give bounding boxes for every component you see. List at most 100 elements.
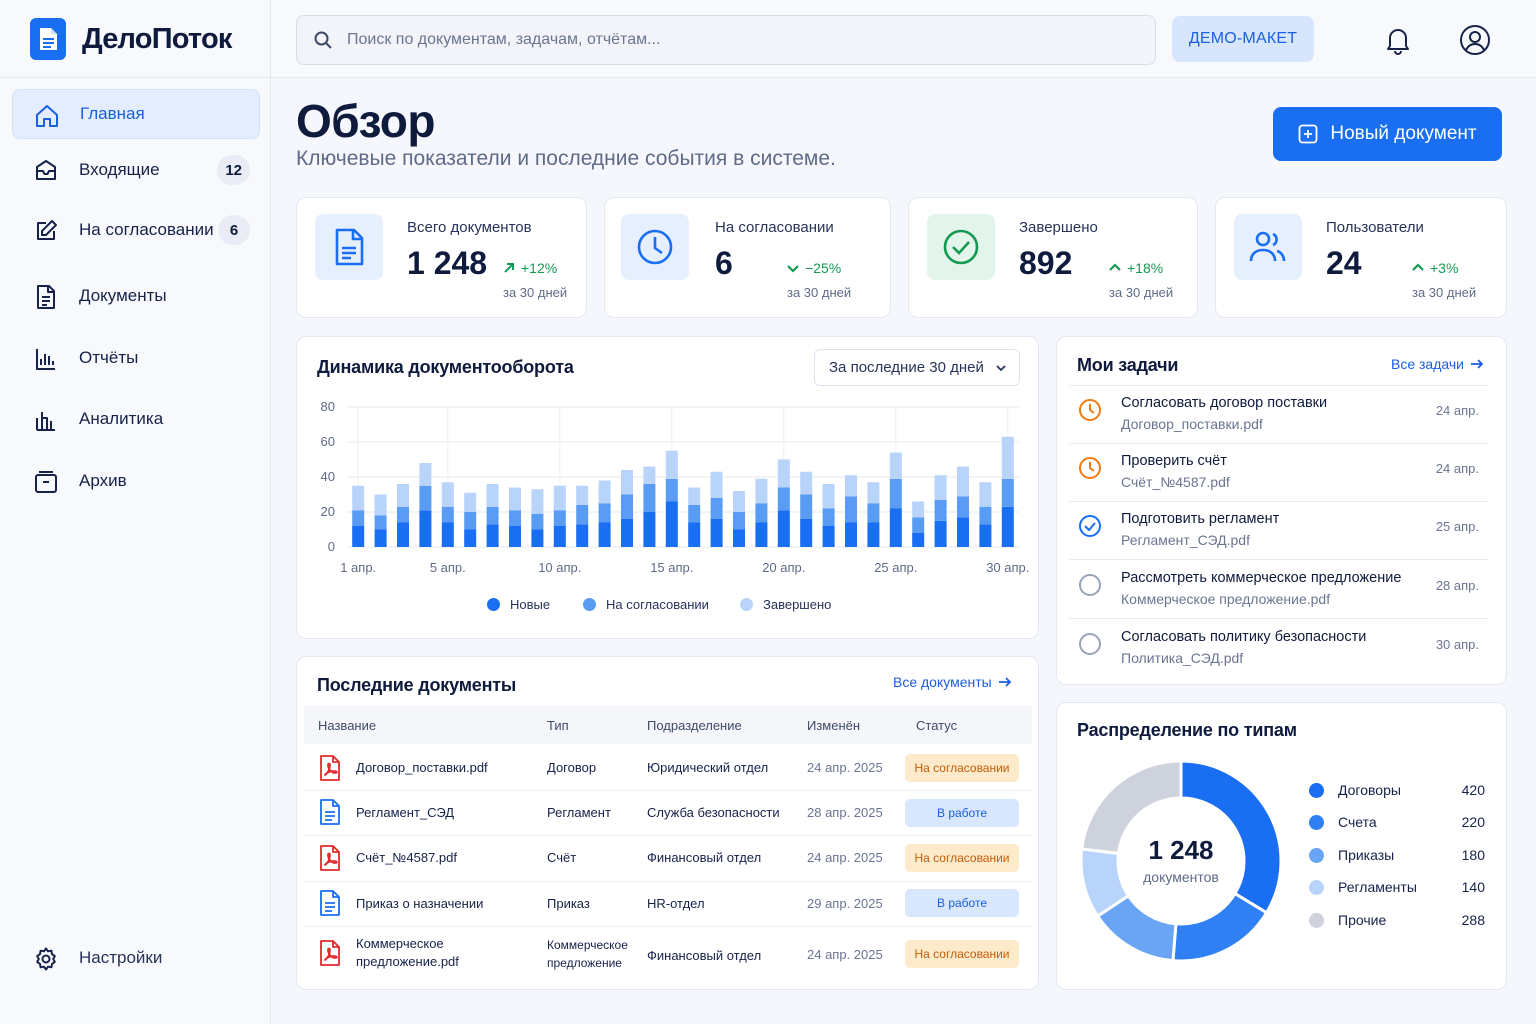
bar-segment-done[interactable] (576, 485, 589, 505)
table-row[interactable]: Коммерческое предложение.pdf Коммерческо… (304, 927, 1032, 987)
stat-card-users[interactable]: Пользователи 24 +3% за 30 дней (1215, 197, 1507, 318)
doc-name[interactable]: Счёт_№4587.pdf (356, 850, 457, 865)
task-file[interactable]: Политика_СЭД.pdf (1121, 650, 1244, 666)
donut-slice[interactable] (1171, 891, 1269, 963)
column-header-type[interactable]: Тип (547, 718, 569, 733)
bar-segment-done[interactable] (912, 501, 925, 518)
table-row[interactable]: Регламент_СЭД Регламент Служба безопасно… (304, 791, 1032, 835)
bar-segment-new[interactable] (755, 522, 768, 548)
bar-segment-approval[interactable] (397, 506, 409, 523)
bar-segment-approval[interactable] (665, 478, 678, 502)
bar-segment-done[interactable] (643, 466, 656, 485)
task-item[interactable]: Согласовать политику безопасности Полити… (1069, 621, 1489, 679)
task-file[interactable]: Коммерческое предложение.pdf (1121, 591, 1331, 607)
bar-segment-new[interactable] (397, 522, 409, 548)
doc-name[interactable]: Договор_поставки.pdf (356, 760, 488, 775)
column-header-name[interactable]: Название (318, 718, 377, 733)
bar-segment-done[interactable] (710, 471, 723, 498)
bar-segment-approval[interactable] (1001, 478, 1014, 507)
bar-segment-new[interactable] (419, 510, 432, 547)
bar-segment-approval[interactable] (845, 496, 857, 523)
bar-segment-approval[interactable] (912, 517, 925, 533)
sidebar-item-settings[interactable]: Настройки (12, 933, 260, 983)
bar-segment-done[interactable] (665, 450, 678, 479)
bar-segment-done[interactable] (889, 452, 902, 479)
bar-segment-done[interactable] (733, 491, 745, 512)
bar-segment-done[interactable] (621, 470, 633, 495)
bar-segment-new[interactable] (553, 526, 566, 547)
bar-segment-approval[interactable] (755, 503, 768, 523)
bar-segment-done[interactable] (352, 485, 365, 511)
bar-segment-done[interactable] (777, 459, 790, 488)
bar-segment-new[interactable] (352, 526, 365, 547)
bar-segment-approval[interactable] (777, 487, 790, 511)
bar-segment-new[interactable] (665, 501, 678, 548)
task-file[interactable]: Договор_поставки.pdf (1121, 416, 1263, 432)
bar-segment-new[interactable] (598, 522, 611, 548)
search-input[interactable] (347, 31, 1107, 49)
bell-icon[interactable] (1382, 24, 1414, 56)
bar-segment-done[interactable] (822, 484, 835, 509)
bar-segment-done[interactable] (486, 484, 499, 507)
bar-segment-new[interactable] (957, 517, 969, 547)
bar-segment-new[interactable] (777, 510, 790, 547)
bar-segment-approval[interactable] (621, 494, 633, 520)
bar-segment-approval[interactable] (598, 503, 611, 523)
bar-segment-new[interactable] (486, 524, 499, 547)
bar-segment-approval[interactable] (374, 515, 387, 530)
bar-segment-approval[interactable] (688, 505, 701, 523)
bar-segment-new[interactable] (374, 529, 387, 548)
bar-segment-new[interactable] (867, 522, 880, 548)
bar-segment-done[interactable] (1001, 436, 1014, 479)
user-avatar-icon[interactable] (1459, 24, 1491, 56)
bar-segment-approval[interactable] (957, 496, 969, 518)
period-dropdown[interactable]: За последние 30 дней (814, 349, 1020, 386)
sidebar-item-documents[interactable]: Документы (12, 271, 260, 321)
donut-slice[interactable] (1179, 759, 1283, 915)
column-header-status[interactable]: Статус (916, 718, 958, 733)
bar-segment-approval[interactable] (352, 510, 365, 526)
sidebar-item-approval[interactable]: На согласовании 6 (12, 205, 260, 255)
table-row[interactable]: Приказ о назначении Приказ HR-отдел 29 а… (304, 882, 1032, 926)
bar-segment-new[interactable] (733, 529, 745, 548)
doc-name[interactable]: Коммерческое предложение.pdf (356, 936, 459, 969)
bar-segment-done[interactable] (867, 482, 880, 504)
bar-segment-done[interactable] (845, 475, 857, 497)
task-item[interactable]: Проверить счёт Счёт_№4587.pdf 24 апр. (1069, 445, 1489, 503)
bar-segment-done[interactable] (464, 492, 477, 512)
bar-segment-approval[interactable] (576, 505, 589, 525)
bar-segment-done[interactable] (755, 478, 768, 504)
bar-segment-done[interactable] (553, 485, 566, 511)
bar-segment-approval[interactable] (553, 510, 566, 526)
bar-segment-new[interactable] (822, 526, 835, 547)
bar-segment-new[interactable] (934, 520, 947, 547)
table-row[interactable]: Договор_поставки.pdf Договор Юридический… (304, 745, 1032, 790)
column-header-modified[interactable]: Изменён (807, 718, 861, 733)
check-circle-icon[interactable] (1077, 513, 1103, 539)
sidebar-item-home[interactable]: Главная (12, 89, 260, 139)
bar-segment-done[interactable] (441, 482, 454, 507)
app-logo[interactable]: ДелоПоток (30, 18, 232, 60)
bar-segment-new[interactable] (710, 519, 723, 547)
bar-segment-done[interactable] (979, 482, 992, 507)
bar-segment-approval[interactable] (934, 499, 947, 521)
bar-segment-approval[interactable] (822, 508, 835, 527)
new-document-button[interactable]: Новый документ (1273, 107, 1502, 161)
bar-segment-approval[interactable] (464, 512, 477, 530)
bar-segment-approval[interactable] (710, 498, 723, 519)
bar-segment-approval[interactable] (509, 510, 521, 526)
task-file[interactable]: Регламент_СЭД.pdf (1121, 532, 1250, 548)
bar-segment-new[interactable] (464, 529, 477, 548)
empty-circle-icon[interactable] (1077, 631, 1103, 657)
bar-segment-new[interactable] (509, 526, 521, 547)
bar-segment-approval[interactable] (643, 484, 656, 512)
bar-segment-approval[interactable] (531, 513, 544, 530)
task-item[interactable]: Рассмотреть коммерческое предложение Ком… (1069, 562, 1489, 620)
bar-segment-new[interactable] (643, 512, 656, 547)
bar-segment-done[interactable] (419, 463, 432, 486)
sidebar-item-analytics[interactable]: Аналитика (12, 394, 260, 444)
bar-segment-new[interactable] (912, 533, 925, 547)
bar-segment-new[interactable] (800, 519, 813, 547)
bar-segment-done[interactable] (531, 489, 544, 514)
bar-segment-done[interactable] (397, 484, 409, 507)
